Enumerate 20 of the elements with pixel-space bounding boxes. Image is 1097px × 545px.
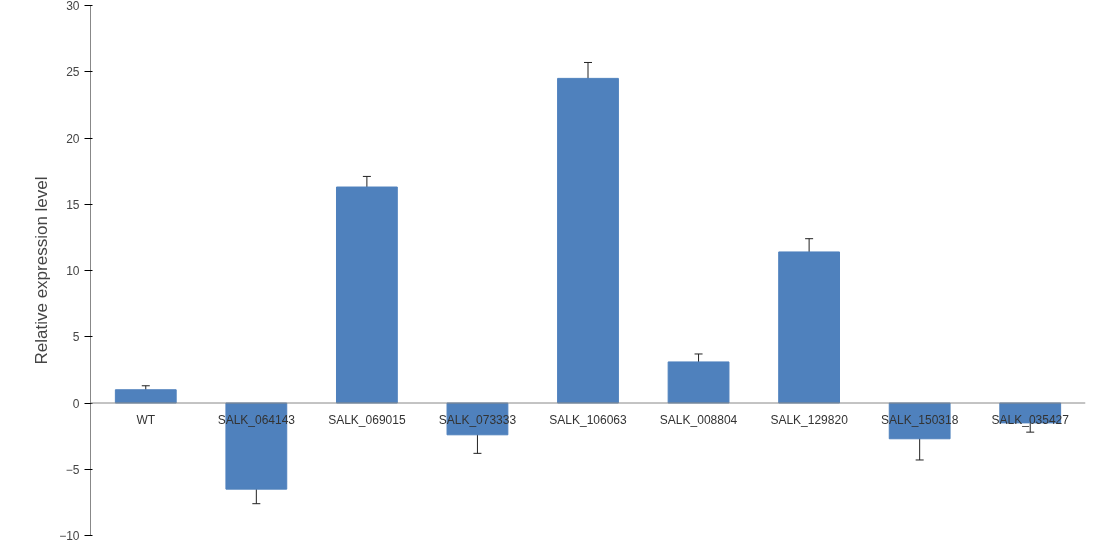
x-tick-label: WT: [136, 413, 156, 427]
y-tick-label: 0: [72, 396, 80, 411]
y-tick-label: 25: [66, 65, 80, 80]
y-axis-title: Relative expression level: [32, 176, 52, 365]
y-tick-label: 10: [66, 264, 80, 278]
y-tick-label: 20: [66, 131, 80, 146]
bar: [557, 77, 619, 404]
x-tick-label: SALK_129820: [770, 413, 849, 427]
bar: [335, 186, 398, 404]
y-tick-label: −5: [65, 462, 80, 477]
y-tick-label: 5: [72, 330, 80, 345]
bar: [114, 389, 177, 404]
x-tick-label: SALK_106063: [549, 413, 628, 427]
bar: [778, 251, 841, 404]
x-tick-label: SALK_069015: [328, 413, 406, 427]
y-tick-label: −10: [59, 529, 80, 543]
y-tick-label: 30: [66, 0, 80, 13]
x-tick-label: SALK_008804: [659, 413, 738, 427]
y-tick-label: 15: [66, 197, 80, 212]
bar: [667, 361, 730, 404]
